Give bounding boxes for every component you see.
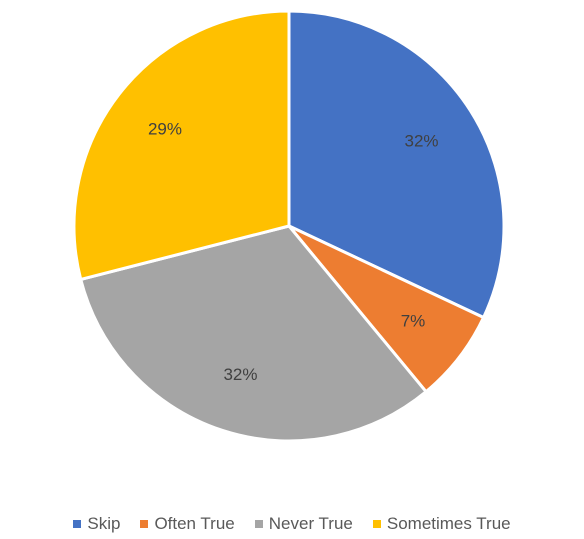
legend: Skip Often True Never True Sometimes True: [0, 512, 584, 536]
pie-slice-skip: [287, 9, 506, 320]
pie-slice-never-true: [79, 224, 428, 443]
legend-item-often-true: Often True: [140, 514, 235, 534]
legend-label: Often True: [154, 514, 235, 533]
legend-swatch: [140, 520, 149, 528]
legend-swatch: [254, 520, 263, 528]
pie-slices: [72, 9, 506, 443]
pie-chart: 32% 7% 32% 29%: [72, 9, 506, 443]
legend-swatch: [372, 520, 381, 528]
legend-label: Sometimes True: [386, 514, 511, 533]
legend-item-sometimes-true: Sometimes True: [372, 514, 511, 534]
data-label-skip: 32%: [405, 131, 439, 150]
legend-label: Never True: [268, 514, 353, 533]
legend-swatch: [73, 520, 82, 528]
data-label-sometimes-true: 29%: [148, 119, 182, 138]
data-label-never-true: 32%: [223, 365, 257, 384]
legend-label: Skip: [87, 514, 121, 533]
pie-labels: 32% 7% 32% 29%: [148, 119, 439, 383]
legend-item-skip: Skip: [73, 514, 120, 534]
pie-slice-sometimes-true: [72, 9, 291, 281]
data-label-often-true: 7%: [401, 312, 426, 331]
legend-item-never-true: Never True: [254, 514, 353, 534]
